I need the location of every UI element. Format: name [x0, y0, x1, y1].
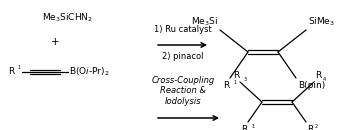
Text: $^1$: $^1$ [17, 64, 22, 70]
Text: 1) Ru catalyst: 1) Ru catalyst [154, 25, 212, 34]
Text: 2) pinacol: 2) pinacol [162, 52, 204, 61]
Text: B(O$i$-Pr)$_2$: B(O$i$-Pr)$_2$ [69, 66, 110, 78]
Text: $^4$: $^4$ [322, 76, 327, 82]
Text: $^3$: $^3$ [243, 76, 248, 82]
Text: Me$_3$SiCHN$_2$: Me$_3$SiCHN$_2$ [43, 12, 94, 24]
Text: Cross-Coupling
Reaction &
Iodolysis: Cross-Coupling Reaction & Iodolysis [151, 76, 215, 106]
Text: R: R [233, 71, 239, 80]
Text: SiMe$_3$: SiMe$_3$ [308, 15, 335, 28]
Text: R: R [223, 81, 229, 90]
Text: R: R [315, 71, 321, 80]
Text: R: R [307, 125, 313, 130]
Text: $^1$: $^1$ [251, 123, 256, 129]
Text: $^1$: $^1$ [233, 79, 238, 85]
Text: R: R [8, 67, 14, 76]
Text: B(pin): B(pin) [298, 81, 325, 90]
Text: $^2$: $^2$ [314, 123, 319, 129]
Text: R: R [241, 125, 247, 130]
Text: +: + [51, 37, 59, 47]
Text: Me$_3$Si: Me$_3$Si [191, 15, 218, 28]
